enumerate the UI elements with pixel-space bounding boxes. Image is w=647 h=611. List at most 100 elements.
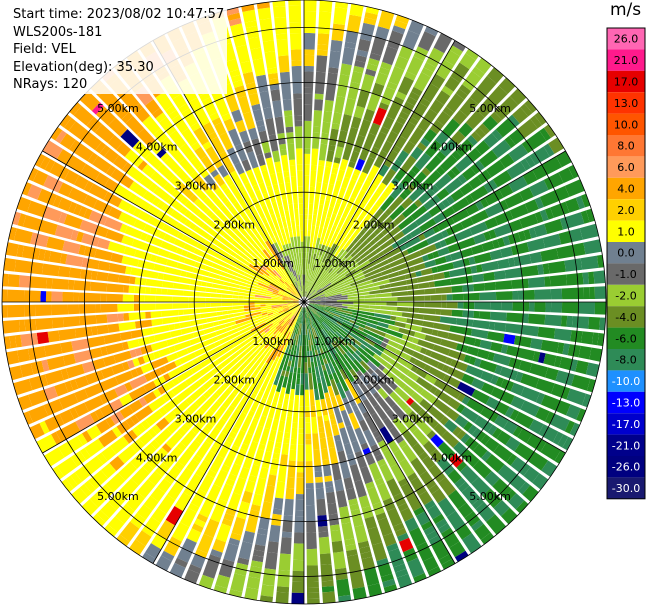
- velocity-gate: [284, 432, 290, 438]
- velocity-gate: [66, 364, 85, 378]
- velocity-gate: [24, 305, 30, 317]
- velocity-gate: [30, 232, 49, 247]
- velocity-gate: [312, 433, 319, 450]
- velocity-gate: [297, 461, 304, 467]
- velocity-gate: [304, 55, 314, 66]
- velocity-gate: [269, 525, 281, 543]
- velocity-gate: [519, 214, 538, 229]
- velocity-gate: [156, 288, 162, 295]
- velocity-gate: [205, 298, 222, 302]
- velocity-gate: [333, 552, 346, 570]
- velocity-gate: [146, 279, 163, 287]
- velocity-gate: [69, 268, 81, 279]
- velocity-gate: [534, 302, 545, 312]
- velocity-gate: [280, 454, 288, 466]
- velocity-gate: [31, 262, 43, 275]
- elevation-text: Elevation(deg): 35.30: [13, 59, 224, 77]
- velocity-gate: [63, 354, 76, 367]
- velocity-gate: [259, 467, 269, 479]
- velocity-gate: [335, 440, 344, 452]
- velocity-gate: [391, 291, 408, 296]
- velocity-gate: [306, 253, 308, 259]
- velocity-gate: [318, 160, 325, 166]
- velocity-gate: [541, 340, 559, 353]
- velocity-gate: [304, 220, 307, 237]
- velocity-gate: [296, 478, 304, 495]
- velocity-gate: [236, 45, 250, 64]
- velocity-gate: [368, 527, 383, 546]
- velocity-gate: [274, 447, 281, 454]
- velocity-gate: [315, 471, 323, 477]
- velocity-gate: [288, 400, 294, 411]
- velocity-gate: [245, 515, 258, 533]
- velocity-gate: [396, 317, 408, 323]
- colorbar-tick-label: 6.0: [617, 161, 635, 174]
- velocity-gate: [297, 445, 304, 462]
- velocity-gate: [294, 209, 299, 226]
- velocity-gate: [118, 313, 124, 321]
- velocity-gate: [359, 302, 376, 305]
- velocity-gate: [424, 315, 441, 323]
- velocity-gate: [131, 267, 143, 276]
- velocity-gate: [189, 285, 195, 290]
- velocity-gate: [271, 89, 281, 101]
- velocity-gate: [2, 289, 8, 302]
- velocity-gate: [289, 450, 296, 461]
- velocity-gate: [101, 304, 118, 313]
- velocity-gate: [293, 93, 302, 99]
- velocity-gate: [564, 258, 582, 272]
- velocity-gate: [456, 318, 473, 327]
- velocity-gate: [222, 299, 239, 302]
- velocity-gate: [304, 214, 308, 220]
- velocity-gate: [274, 17, 287, 29]
- velocity-gate: [300, 395, 304, 406]
- velocity-gate: [305, 362, 308, 373]
- velocity-gate: [145, 287, 151, 294]
- velocity-gate: [290, 389, 295, 400]
- velocity-gate: [216, 523, 231, 542]
- velocity-gate: [317, 44, 328, 50]
- velocity-gate: [414, 302, 425, 307]
- velocity-gate: [131, 330, 143, 339]
- velocity-gate: [30, 276, 47, 288]
- velocity-gate: [521, 265, 539, 277]
- velocity-gate: [278, 55, 289, 72]
- velocity-gate: [143, 261, 155, 270]
- velocity-gate: [281, 83, 291, 100]
- velocity-gate: [3, 320, 20, 334]
- velocity-gate: [329, 173, 337, 185]
- velocity-gate: [304, 165, 310, 176]
- velocity-gate: [310, 389, 315, 406]
- velocity-gate: [322, 581, 334, 588]
- velocity-gate: [322, 591, 335, 603]
- velocity-gate: [350, 151, 360, 163]
- velocity-gate: [357, 90, 370, 108]
- velocity-gate: [154, 264, 166, 273]
- velocity-gate: [319, 537, 331, 554]
- velocity-gate: [98, 261, 110, 271]
- colorbar-tick-label: 2.0: [617, 204, 635, 217]
- velocity-gate: [487, 331, 505, 342]
- velocity-gate: [306, 467, 314, 484]
- velocity-gate: [290, 444, 297, 450]
- velocity-gate: [503, 334, 515, 345]
- velocity-gate: [276, 592, 289, 604]
- velocity-gate: [272, 150, 280, 162]
- velocity-gate: [285, 116, 294, 128]
- velocity-gate: [326, 303, 332, 305]
- velocity-gate: [249, 303, 255, 305]
- velocity-gate: [281, 370, 286, 376]
- velocity-gate: [262, 568, 276, 586]
- colorbar-title: m/s: [610, 0, 641, 20]
- velocity-gate: [296, 225, 300, 236]
- velocity-gate: [490, 249, 503, 260]
- velocity-gate: [194, 309, 200, 314]
- velocity-gate: [548, 261, 566, 274]
- velocity-gate: [305, 434, 311, 440]
- velocity-gate: [123, 285, 129, 293]
- velocity-gate: [323, 111, 332, 123]
- velocity-gate: [556, 245, 574, 259]
- velocity-gate: [286, 366, 290, 372]
- velocity-gate: [327, 503, 337, 515]
- velocity-gate: [282, 521, 292, 533]
